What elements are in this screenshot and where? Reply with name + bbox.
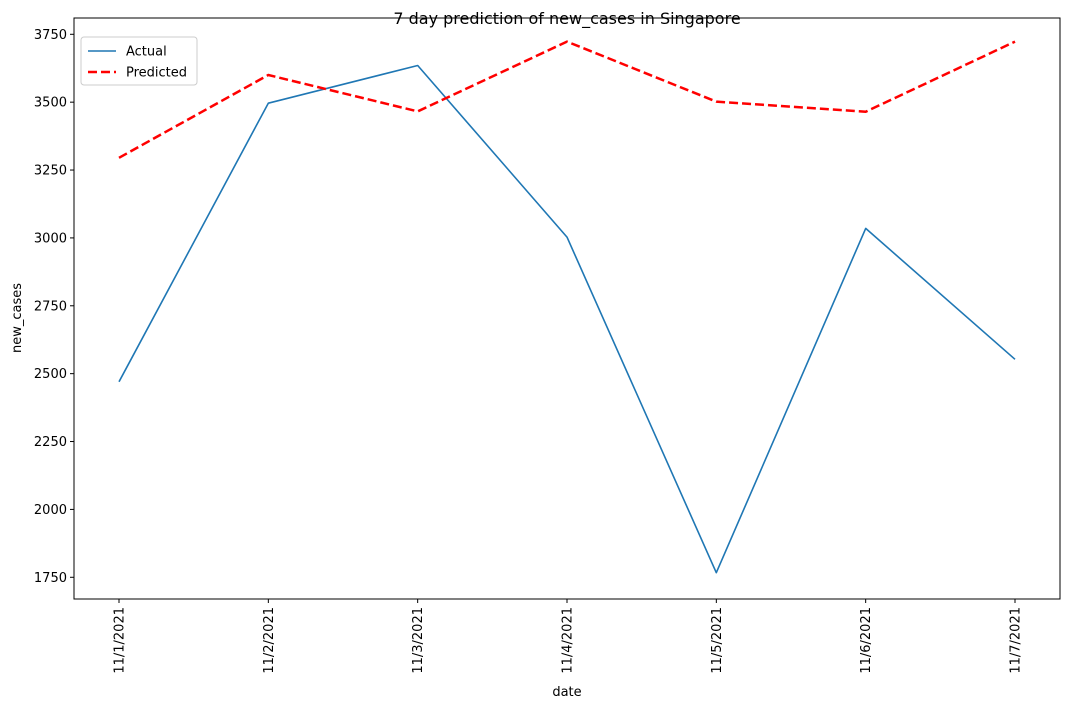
x-tick-label: 11/4/2021 xyxy=(561,607,576,674)
x-axis-label: date xyxy=(552,685,581,700)
x-axis: 11/1/2021 11/2/2021 11/3/2021 11/4/2021 11/5… xyxy=(113,599,1024,674)
y-tick-label: 3750 xyxy=(34,28,67,43)
y-tick-label: 2750 xyxy=(34,299,67,314)
chart-title: 7 day prediction of new_cases in Singapo… xyxy=(393,9,740,29)
y-tick-label: 2250 xyxy=(34,435,67,450)
y-tick-label: 3500 xyxy=(34,96,67,111)
y-tick-label: 3000 xyxy=(34,231,67,246)
x-tick-label: 11/7/2021 xyxy=(1009,607,1024,674)
x-tick-label: 11/3/2021 xyxy=(411,607,426,674)
x-tick-label: 11/6/2021 xyxy=(859,607,874,674)
y-tick-label: 3250 xyxy=(34,164,67,179)
x-tick-label: 11/5/2021 xyxy=(710,607,725,674)
y-axis: 1750 2000 2250 2500 2750 3000 3250 3500 3750 xyxy=(34,28,74,586)
x-tick-label: 11/2/2021 xyxy=(262,607,277,674)
y-tick-label: 2000 xyxy=(34,503,67,518)
legend: Actual Predicted xyxy=(80,36,198,86)
legend-label-actual: Actual xyxy=(126,45,167,60)
series-layer xyxy=(118,40,1016,574)
legend-label-predicted: Predicted xyxy=(126,66,187,81)
y-axis-label: new_cases xyxy=(10,283,25,353)
series-line-predicted xyxy=(118,40,1016,159)
x-tick-label: 11/1/2021 xyxy=(113,607,128,674)
plot-area-frame xyxy=(73,17,1061,600)
y-tick-label: 1750 xyxy=(34,571,67,586)
series-line-actual xyxy=(118,64,1016,574)
y-tick-label: 2500 xyxy=(34,367,67,382)
